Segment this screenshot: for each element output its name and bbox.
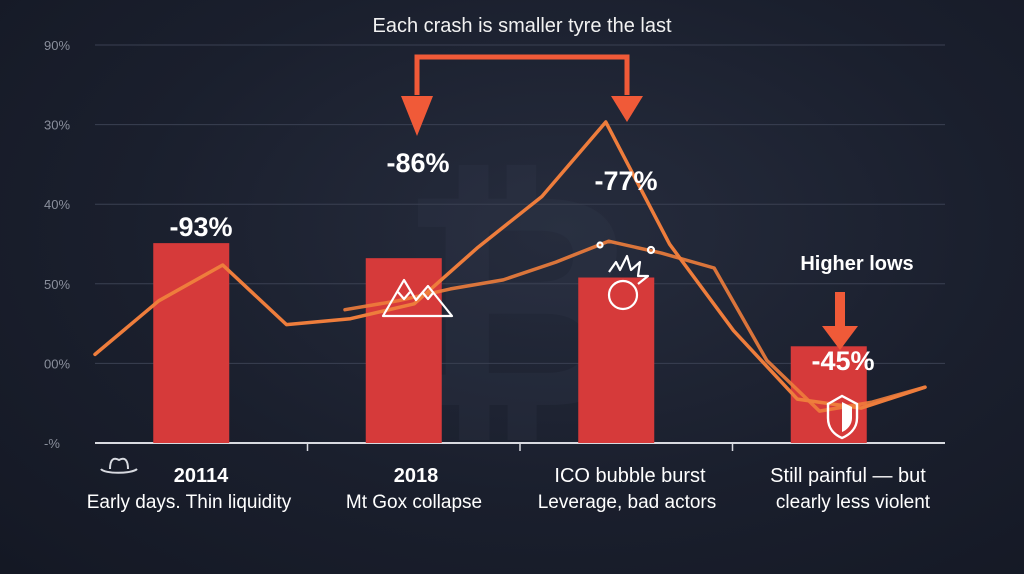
- category-label-3: ICO bubble burst: [554, 465, 706, 487]
- bar-2: [365, 258, 442, 443]
- shield-icon: [826, 394, 859, 440]
- y-tick-label: 90%: [44, 38, 70, 53]
- cowboy-hat-icon: [100, 457, 138, 474]
- arrow-down-icon: [822, 326, 858, 350]
- bar-3: [578, 277, 655, 443]
- explosion-icon: [596, 241, 656, 311]
- x-axis-ticks: [306, 443, 734, 451]
- arrow-down-icon: [611, 96, 643, 122]
- mountain-icon: [381, 278, 454, 318]
- comparison-bracket: [401, 54, 643, 136]
- category-label-1: 20114: [174, 465, 229, 487]
- y-axis-ticks: 90% 30% 40% 50% 00% -%: [44, 38, 70, 451]
- value-label-3: -77%: [594, 166, 657, 196]
- category-label-4: Still painful — but: [770, 465, 926, 487]
- higher-lows-arrow-shaft: [835, 292, 845, 328]
- category-sublabel-4: clearly less violent: [776, 492, 931, 513]
- higher-lows-annotation: Higher lows: [800, 253, 914, 350]
- value-label-2: -86%: [386, 148, 449, 178]
- category-sublabel-3: Leverage, bad actors: [538, 492, 717, 513]
- category-label-2: 2018: [394, 465, 439, 487]
- category-sublabel-2: Mt Gox collapse: [346, 492, 482, 513]
- chart-title: Each crash is smaller tyre the last: [373, 15, 672, 37]
- y-tick-label: 50%: [44, 277, 70, 292]
- y-tick-label: -%: [44, 436, 60, 451]
- y-tick-label: 30%: [44, 118, 70, 133]
- value-labels: -93% -86% -77% -45%: [169, 148, 874, 376]
- y-tick-label: 00%: [44, 356, 70, 371]
- value-label-1: -93%: [169, 212, 232, 242]
- category-sublabel-1: Early days. Thin liquidity: [87, 492, 292, 513]
- arrow-down-icon: [401, 96, 433, 136]
- value-label-4: -45%: [811, 346, 874, 376]
- grid-lines: [95, 44, 945, 364]
- higher-lows-label: Higher lows: [800, 253, 913, 275]
- bar-1: [153, 243, 230, 443]
- y-tick-label: 40%: [44, 197, 70, 212]
- category-labels: 20114 Early days. Thin liquidity 2018 Mt…: [87, 465, 931, 513]
- trend-line-primary: [93, 120, 927, 410]
- bracket-line: [414, 54, 630, 95]
